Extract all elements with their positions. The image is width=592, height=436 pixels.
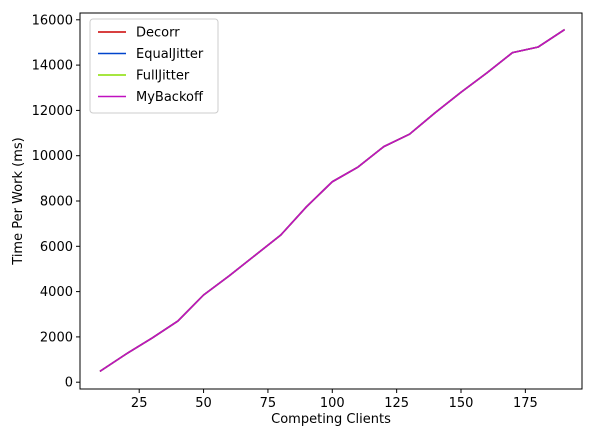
legend-entry-label: EqualJitter bbox=[136, 47, 204, 62]
x-tick-label: 75 bbox=[260, 396, 277, 411]
y-tick-label: 12000 bbox=[32, 104, 73, 119]
y-tick-label: 0 bbox=[65, 376, 73, 391]
y-tick-label: 8000 bbox=[40, 195, 73, 210]
x-axis-ticks: 25 50 75 100 125 150 175 bbox=[131, 389, 538, 411]
y-tick-label: 4000 bbox=[40, 285, 73, 300]
x-tick-label: 175 bbox=[513, 396, 538, 411]
x-axis-label: Competing Clients bbox=[271, 412, 391, 427]
y-tick-label: 16000 bbox=[32, 13, 73, 28]
series-line-mybackoff bbox=[99, 28, 566, 372]
y-tick-label: 14000 bbox=[32, 59, 73, 74]
y-tick-label: 2000 bbox=[40, 330, 73, 345]
y-tick-label: 6000 bbox=[40, 240, 73, 255]
legend: Decorr EqualJitter FullJitter MyBackoff bbox=[89, 18, 219, 114]
x-tick-label: 150 bbox=[449, 396, 474, 411]
y-tick-label: 10000 bbox=[32, 149, 73, 164]
series-layer bbox=[99, 28, 566, 372]
y-axis-label: Time Per Work (ms) bbox=[11, 137, 26, 265]
legend-entry-label: Decorr bbox=[136, 26, 180, 41]
y-axis-ticks: 0 2000 4000 6000 8000 10000 12000 14000 16000 bbox=[32, 13, 80, 391]
x-tick-label: 125 bbox=[384, 396, 409, 411]
legend-entry-label: FullJitter bbox=[136, 69, 190, 84]
x-tick-label: 25 bbox=[131, 396, 148, 411]
x-tick-label: 50 bbox=[195, 396, 212, 411]
legend-box bbox=[89, 18, 219, 114]
legend-entry-label: MyBackoff bbox=[136, 90, 204, 105]
x-tick-label: 100 bbox=[320, 396, 345, 411]
